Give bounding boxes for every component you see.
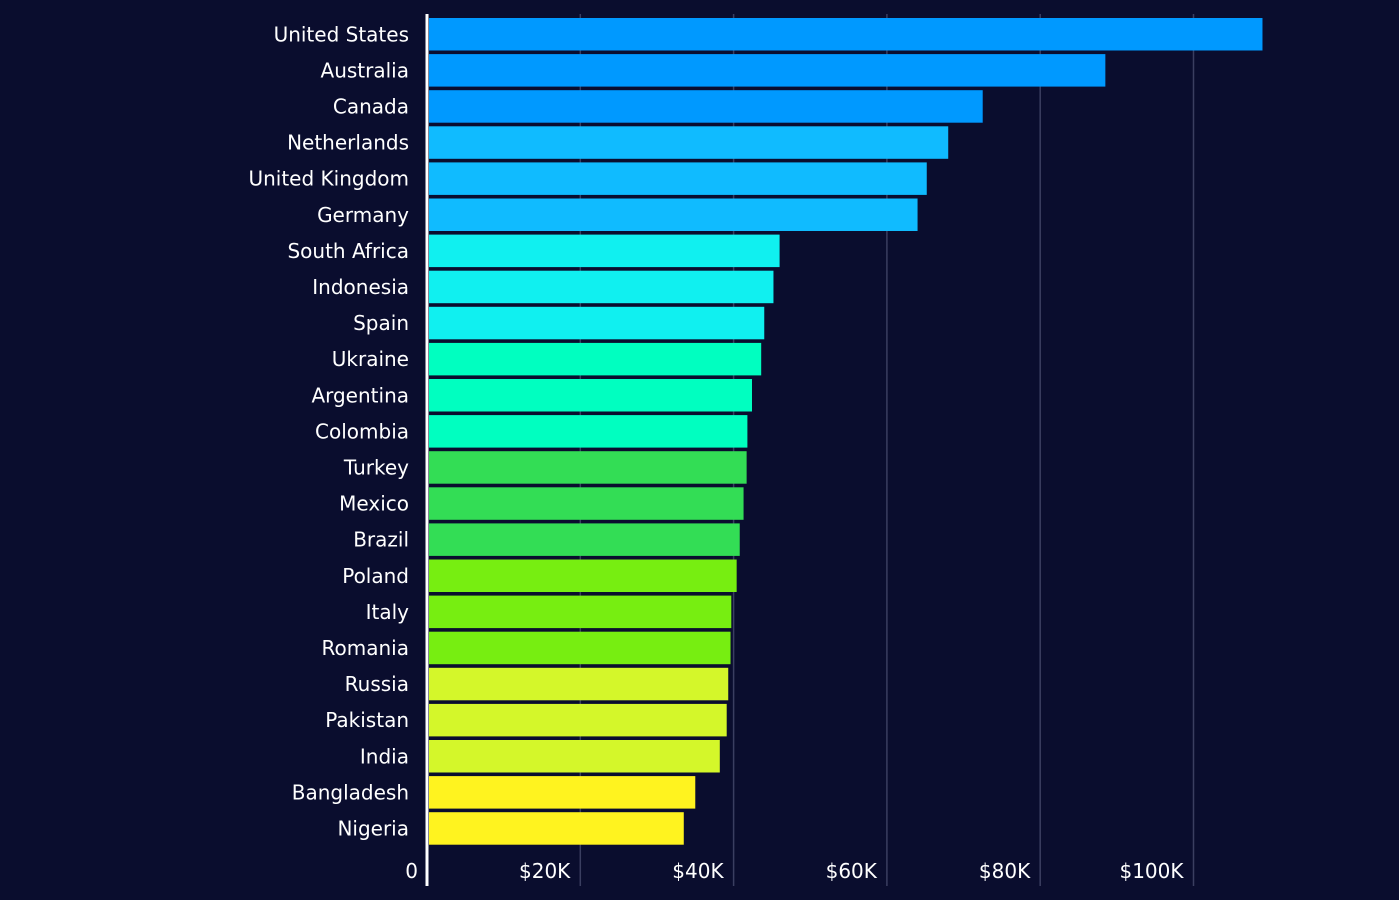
category-label: Nigeria [337, 816, 409, 840]
bar[interactable] [429, 306, 765, 340]
bar[interactable] [429, 342, 762, 376]
x-tick-label: 0 [405, 859, 418, 883]
category-label: Ukraine [332, 347, 409, 371]
category-label: Australia [321, 58, 409, 82]
x-tick-label: $100K [1119, 859, 1184, 883]
category-label: Bangladesh [292, 780, 409, 804]
x-tick-label: $60K [826, 859, 878, 883]
bar[interactable] [429, 812, 684, 845]
bar[interactable] [429, 90, 983, 123]
category-label: Italy [366, 600, 410, 624]
category-label: Spain [353, 311, 409, 335]
category-label: Germany [317, 203, 409, 227]
bar[interactable] [429, 198, 918, 232]
category-label: Romania [322, 636, 409, 660]
category-label: United States [274, 22, 409, 46]
category-label-layer: United States Australia Canada Netherlands U… [248, 22, 409, 840]
category-label: Brazil [353, 528, 409, 552]
bar[interactable] [429, 415, 748, 448]
tick-label-layer: 0 $20K $40K $60K $80K $100K [405, 859, 1184, 883]
bar[interactable] [429, 126, 949, 159]
category-label: Netherlands [287, 131, 409, 155]
category-label: Pakistan [325, 708, 409, 732]
category-label: Russia [345, 672, 409, 696]
bar[interactable] [429, 162, 927, 195]
category-label: India [360, 744, 409, 768]
bar[interactable] [429, 559, 737, 593]
bar[interactable] [429, 18, 1263, 51]
category-label: Canada [333, 94, 409, 118]
bar[interactable] [429, 703, 727, 737]
bar[interactable] [429, 776, 696, 809]
category-label: Poland [342, 564, 409, 588]
category-label: Mexico [339, 492, 409, 516]
bar-layer [429, 18, 1263, 845]
category-label: South Africa [287, 239, 409, 263]
x-tick-label: $40K [672, 859, 724, 883]
category-label: Indonesia [312, 275, 409, 299]
category-label: United Kingdom [248, 167, 409, 191]
bar[interactable] [429, 487, 744, 520]
bar[interactable] [429, 667, 729, 701]
category-label: Turkey [343, 455, 409, 479]
category-label: Argentina [311, 383, 409, 407]
bar[interactable] [429, 54, 1106, 87]
bar[interactable] [429, 379, 752, 412]
x-tick-label: $80K [979, 859, 1031, 883]
bar[interactable] [429, 523, 740, 556]
bar[interactable] [429, 234, 780, 268]
bar[interactable] [429, 595, 732, 629]
category-label: Colombia [315, 419, 409, 443]
bar[interactable] [429, 270, 774, 304]
bar[interactable] [429, 740, 720, 773]
bar[interactable] [429, 451, 747, 484]
x-tick-label: $20K [519, 859, 571, 883]
bar[interactable] [429, 631, 731, 665]
